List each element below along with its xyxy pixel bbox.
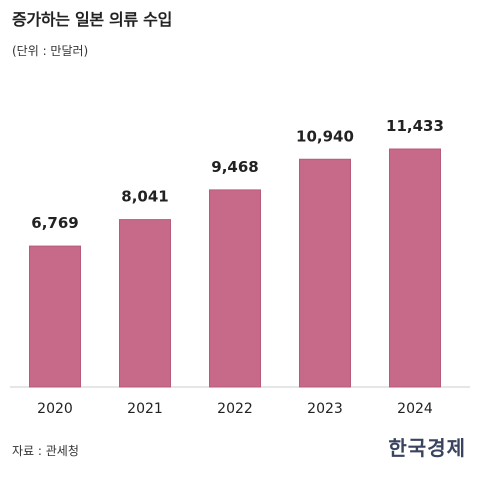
value-label-2021: 8,041 bbox=[121, 188, 168, 206]
value-label-2024: 11,433 bbox=[386, 117, 444, 135]
bars-group bbox=[29, 148, 441, 388]
chart-title: 증가하는 일본 의류 수입 bbox=[12, 10, 173, 29]
source-note: 자료 : 관세청 bbox=[12, 444, 79, 458]
value-labels-group: 6,769 8,041 9,468 10,940 11,433 bbox=[31, 117, 444, 232]
bar-2023 bbox=[299, 158, 351, 388]
bar-2024 bbox=[389, 148, 441, 388]
x-tick-label-2020: 2020 bbox=[37, 401, 73, 417]
value-label-2023: 10,940 bbox=[296, 127, 354, 145]
bar-2022 bbox=[209, 189, 261, 388]
bar-2020 bbox=[29, 245, 81, 388]
x-tick-label-2021: 2021 bbox=[127, 401, 163, 417]
value-label-2022: 9,468 bbox=[211, 158, 258, 176]
x-tick-label-2023: 2023 bbox=[307, 401, 343, 417]
value-label-2020: 6,769 bbox=[31, 214, 78, 232]
x-axis-labels-group: 2020 2021 2022 2023 2024 bbox=[37, 401, 433, 417]
x-tick-label-2024: 2024 bbox=[397, 401, 433, 417]
unit-label: (단위 : 만달러) bbox=[12, 44, 89, 58]
x-tick-label-2022: 2022 bbox=[217, 401, 253, 417]
bar-2021 bbox=[119, 219, 171, 388]
brand-logo: 한국경제 bbox=[388, 436, 466, 460]
